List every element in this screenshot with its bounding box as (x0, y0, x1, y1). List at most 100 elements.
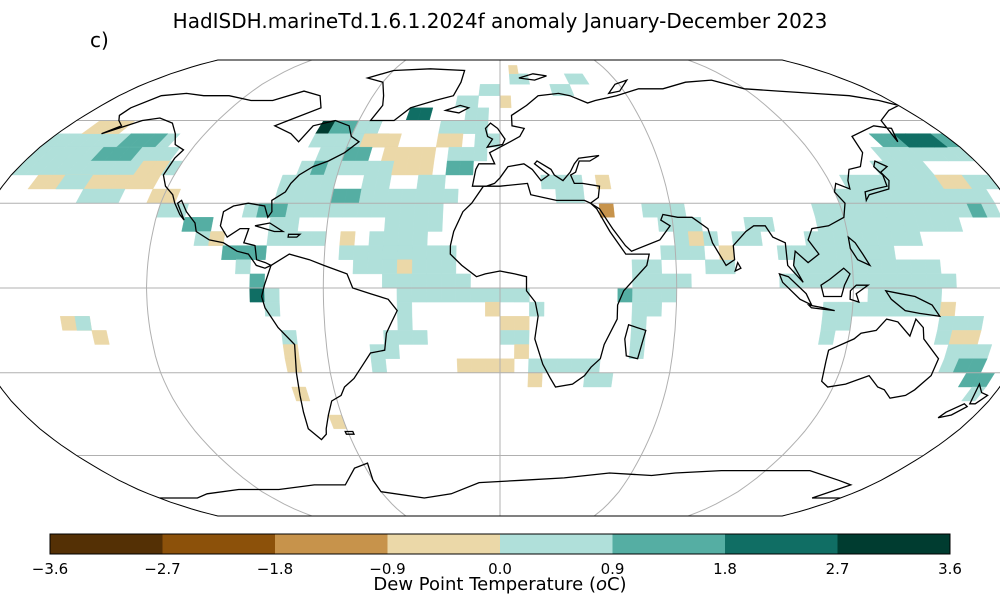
anomaly-cell (776, 245, 794, 260)
coastline (864, 160, 890, 203)
anomaly-cell (669, 203, 687, 218)
anomaly-cell (926, 287, 943, 303)
anomaly-cell (895, 259, 913, 275)
anomaly-cell (745, 231, 763, 246)
anomaly-cell (882, 273, 898, 289)
anomaly-cell (596, 372, 614, 388)
anomaly-cell (719, 259, 736, 275)
anomaly-cell (485, 287, 501, 303)
anomaly-cell (570, 358, 587, 373)
anomaly-cell (397, 330, 414, 345)
anomaly-cell (687, 231, 705, 246)
coastline (287, 233, 302, 238)
anomaly-cell (384, 344, 400, 359)
anomaly-cell (338, 245, 355, 260)
anomaly-cell (632, 273, 648, 289)
anomaly-cell (396, 301, 413, 317)
anomaly-cell (499, 316, 515, 331)
anomaly-cell (460, 147, 475, 162)
anomaly-cell (399, 203, 416, 218)
anomaly-cell (358, 188, 376, 204)
anomaly-cell (673, 231, 690, 246)
coastline (443, 104, 471, 114)
anomaly-cell (540, 174, 556, 190)
anomaly-cell (499, 287, 515, 303)
anomaly-cell (396, 259, 413, 275)
anomaly-cell (926, 273, 943, 289)
anomaly-cell (264, 301, 281, 317)
anomaly-cell (416, 174, 433, 190)
anomaly-cell (835, 316, 853, 331)
anomaly-cell (944, 217, 964, 232)
colorbar-tick-label: 1.8 (713, 560, 737, 578)
anomaly-cell (448, 133, 464, 148)
colorbar-tick-label: 0.0 (488, 560, 512, 578)
anomaly-cell (556, 358, 572, 373)
anomaly-cell (397, 231, 414, 246)
anomaly-cell (917, 133, 948, 148)
coastline (937, 403, 969, 419)
anomaly-cell (866, 259, 883, 275)
anomaly-cell (661, 287, 677, 303)
anomaly-cell (937, 316, 955, 331)
colorbar-tick-label: 3.6 (938, 560, 962, 578)
anomaly-cell (489, 84, 501, 96)
coastline (607, 78, 629, 95)
anomaly-cell (462, 120, 477, 134)
anomaly-cell (411, 245, 428, 260)
anomaly-cell (398, 217, 415, 232)
anomaly-cell (450, 120, 465, 134)
anomaly-cell (299, 203, 317, 218)
anomaly-cell (933, 330, 953, 345)
anomaly-cell (368, 231, 385, 246)
colorbar-tick-label: 2.7 (825, 560, 850, 578)
anomaly-cell (295, 231, 313, 246)
anomaly-cell (508, 65, 519, 74)
anomaly-cell (440, 287, 457, 303)
anomaly-cell (430, 174, 446, 190)
anomaly-cell (598, 203, 615, 218)
anomaly-cell (567, 174, 584, 190)
anomaly-cell (138, 174, 162, 190)
coastline (806, 303, 835, 312)
coastline (449, 182, 651, 388)
anomaly-cell (473, 147, 488, 162)
anomaly-cell (939, 301, 957, 317)
anomaly-cell (426, 273, 442, 289)
anomaly-cell (372, 188, 390, 204)
anomaly-cell (951, 316, 970, 331)
anomaly-cell (404, 160, 422, 176)
anomaly-cell (367, 245, 384, 260)
anomaly-cell (646, 273, 663, 289)
anomaly-cell (880, 259, 898, 275)
anomaly-cell (443, 188, 459, 204)
anomaly-cell (632, 287, 648, 303)
colorbar-bin (50, 534, 163, 554)
coastline (365, 68, 466, 122)
anomaly-cell (195, 217, 214, 232)
anomaly-cell (440, 273, 457, 289)
anomaly-cell (291, 386, 311, 402)
anomaly-cell (435, 133, 452, 148)
coastline (820, 267, 851, 298)
anomaly-cell (407, 147, 424, 162)
anomaly-cell (438, 120, 454, 134)
anomaly-cell (429, 188, 445, 204)
anomaly-cell (249, 273, 265, 289)
coastline (159, 462, 853, 499)
coastline (884, 289, 942, 318)
coastline (820, 317, 940, 399)
anomaly-cell (411, 287, 427, 303)
colorbar-tick-label: −1.8 (256, 560, 294, 578)
anomaly-cell (385, 203, 402, 218)
anomaly-cell (344, 188, 362, 204)
anomaly-cell (381, 273, 398, 289)
coastline (624, 323, 647, 360)
anomaly-cell (657, 217, 674, 232)
anomaly-cell (397, 245, 413, 260)
anomaly-cell (353, 245, 370, 260)
anomaly-cell (514, 287, 530, 303)
anomaly-cell (440, 259, 457, 275)
anomaly-cell (412, 330, 428, 345)
anomaly-cell (835, 245, 853, 260)
